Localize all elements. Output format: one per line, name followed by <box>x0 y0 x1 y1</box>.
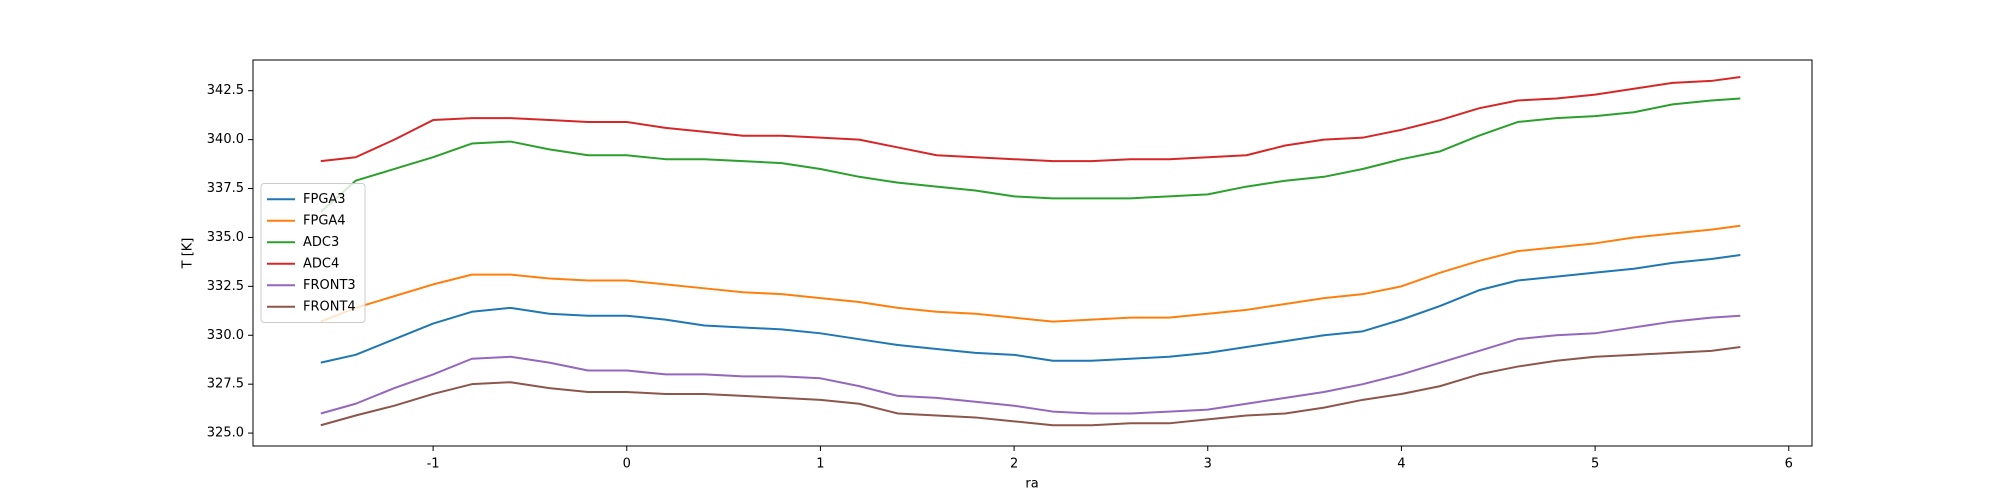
series-line <box>320 224 1741 323</box>
legend-label: FRONT3 <box>303 278 356 293</box>
y-tick-label: 332.5 <box>207 279 244 294</box>
legend-box <box>260 183 366 323</box>
x-tick-label: 6 <box>1785 457 1793 472</box>
series-line <box>320 76 1741 163</box>
y-tick-label: 330.0 <box>207 328 244 343</box>
x-tick-label: 3 <box>1204 457 1212 472</box>
y-tick-label: 342.5 <box>207 83 244 98</box>
x-tick-label: 2 <box>1010 457 1018 472</box>
y-tick-label: 340.0 <box>207 132 244 147</box>
legend-label: ADC3 <box>303 235 339 250</box>
y-tick-label: 335.0 <box>207 230 244 245</box>
series-line <box>320 254 1741 364</box>
y-tick-label: 325.0 <box>207 426 244 441</box>
x-tick-label: 1 <box>816 457 824 472</box>
plot-frame <box>252 59 1813 447</box>
y-axis-label: T [K] <box>181 238 196 270</box>
x-tick-label: 0 <box>623 457 631 472</box>
legend-label: FPGA3 <box>303 192 346 207</box>
x-tick-label: -1 <box>427 457 440 472</box>
series-line <box>320 314 1741 415</box>
legend-label: FPGA4 <box>303 213 346 228</box>
y-tick-label: 327.5 <box>207 377 244 392</box>
series-line <box>320 97 1741 213</box>
legend-label: ADC4 <box>303 256 339 271</box>
series-line <box>320 346 1741 427</box>
x-tick-label: 5 <box>1591 457 1599 472</box>
y-tick-label: 337.5 <box>207 181 244 196</box>
x-tick-label: 4 <box>1397 457 1405 472</box>
legend-label: FRONT4 <box>303 299 356 314</box>
x-axis-label: ra <box>1025 477 1038 492</box>
